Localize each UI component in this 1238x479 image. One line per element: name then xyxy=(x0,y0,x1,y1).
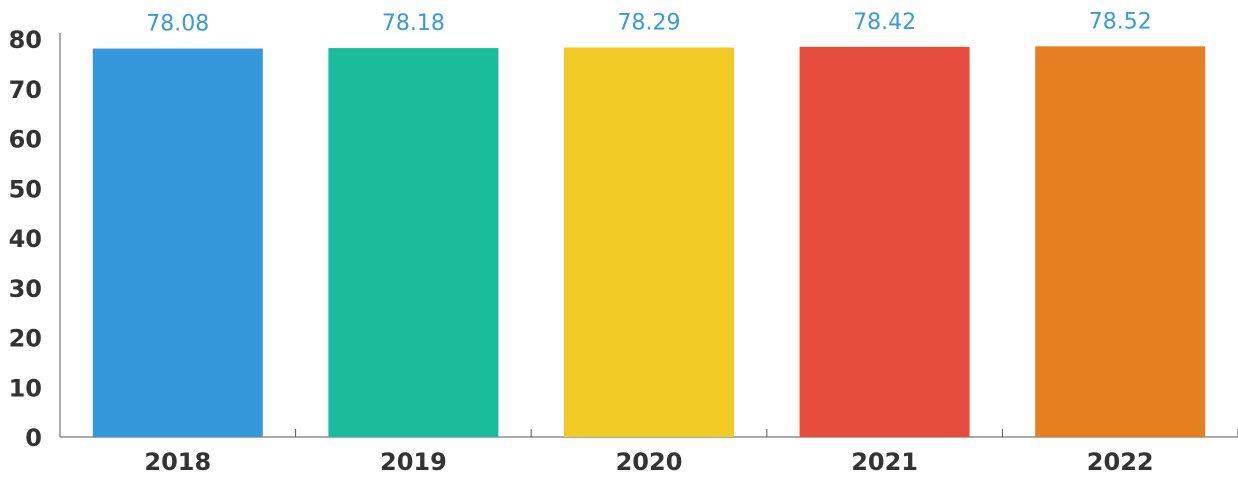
x-tick-label: 2019 xyxy=(380,448,447,476)
y-tick-label: 10 xyxy=(9,374,42,402)
y-tick-label: 30 xyxy=(9,275,42,303)
x-tick-label: 2022 xyxy=(1087,448,1154,476)
value-label: 78.18 xyxy=(382,11,445,36)
y-tick-label: 80 xyxy=(9,26,42,54)
bar xyxy=(328,48,499,437)
value-label: 78.52 xyxy=(1089,9,1152,34)
y-tick-label: 50 xyxy=(9,175,42,203)
x-tick-label: 2020 xyxy=(616,448,683,476)
y-tick-label: 40 xyxy=(9,225,42,253)
y-tick-label: 60 xyxy=(9,126,42,154)
y-tick-label: 70 xyxy=(9,76,42,104)
x-tick-label: 2018 xyxy=(144,448,211,476)
bar xyxy=(564,47,734,437)
y-tick-label: 20 xyxy=(9,325,42,353)
x-tick-label: 2021 xyxy=(851,448,918,476)
y-tick-label: 0 xyxy=(25,424,42,452)
bar xyxy=(1035,46,1206,437)
value-label: 78.42 xyxy=(853,10,916,35)
bar xyxy=(92,48,263,437)
value-label: 78.08 xyxy=(146,12,209,37)
value-label: 78.29 xyxy=(618,11,681,36)
bar xyxy=(799,46,970,437)
